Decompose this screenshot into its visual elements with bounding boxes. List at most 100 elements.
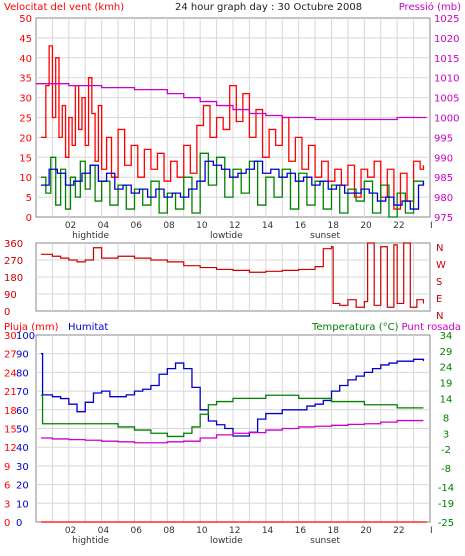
direction-tick-label: 0 <box>4 307 10 318</box>
rain-tick-label: 9 <box>4 462 10 473</box>
humidity-tick-label: 20 <box>16 481 29 492</box>
hightide-marker: hightide <box>72 231 109 241</box>
pressure-axis-label: Pressió (mb) <box>399 1 461 13</box>
wind-series-line-2 <box>40 160 425 210</box>
hightide-marker: hightide <box>72 536 109 546</box>
pressure-tick-label: 1010 <box>434 74 459 85</box>
x-tick-label: 14 <box>262 526 274 536</box>
temp-tick-label: 19 <box>440 379 453 390</box>
pressure-tick-label: 980 <box>434 193 453 204</box>
rain-tick-label: 0 <box>4 518 10 529</box>
lowtide-marker: lowtide <box>210 231 243 241</box>
direction-tick-label: 180 <box>4 273 23 284</box>
temp-tick-label: -8 <box>441 464 451 475</box>
rain-tick-label: 24 <box>4 368 17 379</box>
humidity-tick-label: 10 <box>16 499 29 510</box>
x-tick-label: 16 <box>295 526 307 536</box>
temp-tick-label: -25 <box>438 518 454 529</box>
direction-compass-label: E <box>436 294 442 305</box>
x-tick-label: 10 <box>196 221 208 231</box>
wind-tick-label: 5 <box>26 193 32 204</box>
x-tick-label: 08 <box>163 221 175 231</box>
rain-tick-label: 3 <box>4 499 10 510</box>
wind-tick-label: 40 <box>19 54 32 65</box>
pressure-tick-label: 1005 <box>434 94 459 105</box>
rain-tick-label: 21 <box>4 387 17 398</box>
temp-series-line-0 <box>40 353 425 437</box>
x-tick-label: 12 <box>229 526 240 536</box>
x-tick-label: 04 <box>98 526 110 536</box>
x-tick-label: I <box>430 221 433 231</box>
direction-compass-label: W <box>436 260 446 271</box>
humidity-tick-label: 60 <box>16 406 29 417</box>
pressure-tick-label: 995 <box>434 133 453 144</box>
x-tick-label: 12 <box>229 221 240 231</box>
direction-compass-label: N <box>436 311 443 322</box>
rain-axis-label: Pluja (mm) <box>4 322 59 333</box>
wind-tick-label: 10 <box>19 173 32 184</box>
temp-tick-label: -19 <box>438 499 454 510</box>
direction-tick-label: 270 <box>4 256 23 267</box>
rain-tick-label: 15 <box>4 425 17 436</box>
lowtide-marker: lowtide <box>210 536 243 546</box>
wind-tick-label: 20 <box>19 133 32 144</box>
wind-tick-label: 50 <box>19 14 32 25</box>
x-tick-label: 02 <box>65 221 76 231</box>
wind-tick-label: 35 <box>19 74 32 85</box>
pressure-tick-label: 985 <box>434 173 453 184</box>
rain-tick-label: 30 <box>4 331 17 342</box>
temp-tick-label: -14 <box>438 483 454 494</box>
humidity-tick-label: 80 <box>16 368 29 379</box>
humidity-tick-label: 50 <box>16 425 29 436</box>
x-tick-label: 10 <box>196 526 208 536</box>
x-tick-label: 20 <box>360 526 372 536</box>
sunset-marker: sunset <box>310 536 340 546</box>
rain-tick-label: 27 <box>4 350 17 361</box>
humidity-tick-label: 90 <box>16 350 29 361</box>
direction-compass-label: S <box>436 277 442 288</box>
wind-tick-label: 45 <box>19 34 32 45</box>
humidity-tick-label: 70 <box>16 387 29 398</box>
x-tick-label: 08 <box>163 526 175 536</box>
pressure-tick-label: 1025 <box>434 14 459 25</box>
x-tick-label: 18 <box>328 526 340 536</box>
humidity-tick-label: 0 <box>16 518 22 529</box>
direction-tick-label: 90 <box>4 290 17 301</box>
temp-tick-label: -2 <box>441 445 451 456</box>
humidity-tick-label: 100 <box>16 331 35 342</box>
temp-series-line-1 <box>40 394 424 438</box>
temp-series-line-2 <box>40 419 424 444</box>
humidity-tick-label: 30 <box>16 462 29 473</box>
wind-series-line-1 <box>40 152 425 218</box>
x-tick-label: 18 <box>328 221 340 231</box>
wind-tick-label: 15 <box>19 153 32 164</box>
x-tick-label: 02 <box>65 526 76 536</box>
pressure-tick-label: 1020 <box>434 34 459 45</box>
humidity-tick-label: 40 <box>16 443 29 454</box>
x-tick-label: 06 <box>131 526 143 536</box>
temp-tick-label: 8 <box>443 413 449 424</box>
x-tick-label: 16 <box>295 221 307 231</box>
x-tick-label: 22 <box>393 221 404 231</box>
temperature-axis-label: Temperatura (°C) <box>311 322 399 333</box>
pressure-tick-label: 990 <box>434 153 453 164</box>
temp-tick-label: 14 <box>440 394 453 405</box>
wind-series-line-0 <box>40 45 425 210</box>
rain-tick-label: 12 <box>4 443 17 454</box>
humidity-axis-label: Humitat <box>68 322 108 333</box>
direction-tick-label: 360 <box>4 239 23 250</box>
temp-tick-label: 29 <box>440 347 453 358</box>
pressure-tick-label: 975 <box>434 213 453 224</box>
x-tick-label: 14 <box>262 221 274 231</box>
graph-title: 24 hour graph day : 30 Octubre 2008 <box>175 2 362 13</box>
pressure-tick-label: 1000 <box>434 114 459 125</box>
x-tick-label: 22 <box>393 526 404 536</box>
wind-tick-label: 25 <box>19 114 32 125</box>
wind-series-line-3 <box>36 83 427 121</box>
rain-tick-label: 18 <box>4 406 17 417</box>
temp-tick-label: 24 <box>440 363 453 374</box>
x-tick-label: 06 <box>131 221 143 231</box>
sunset-marker: sunset <box>310 231 340 241</box>
